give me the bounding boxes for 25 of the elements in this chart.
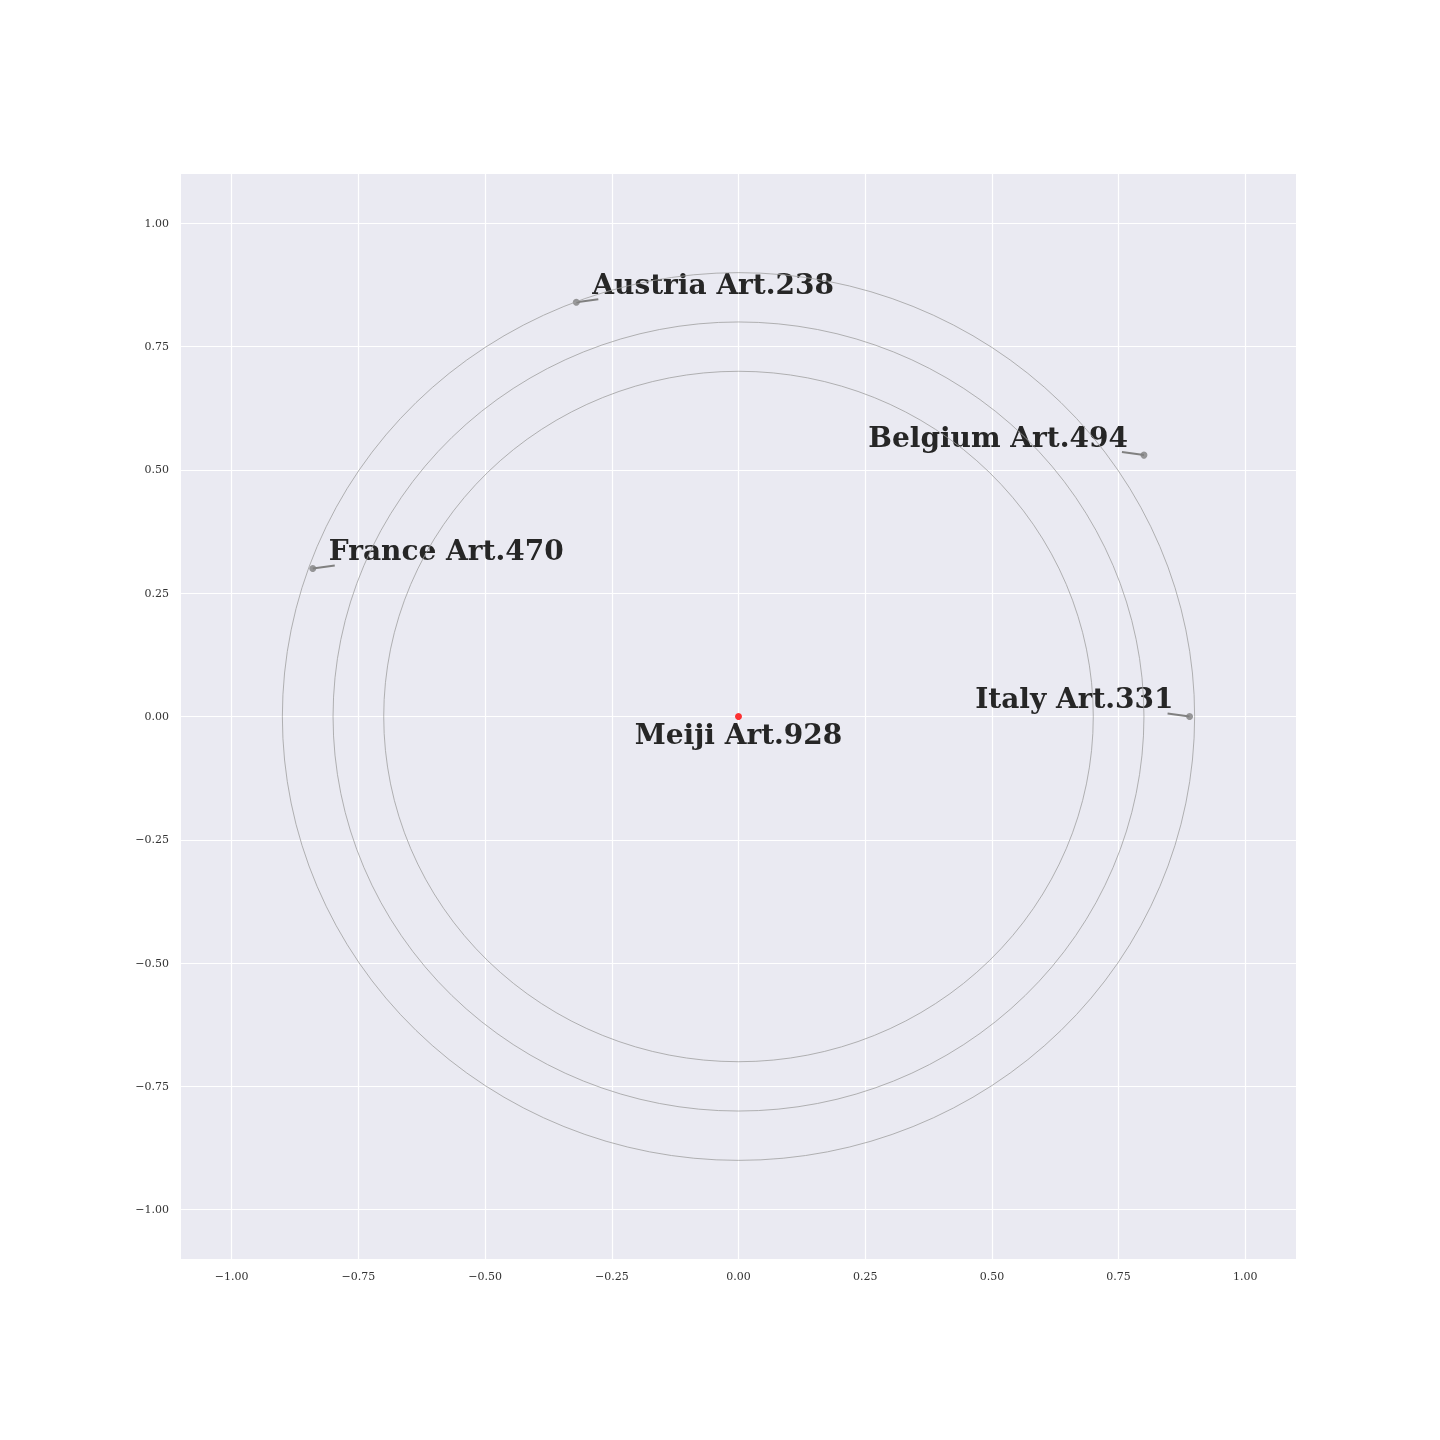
x-tick-label: −0.25 (594, 1270, 629, 1283)
x-tick-label: 0.00 (726, 1270, 751, 1283)
x-tick-label: 0.75 (1106, 1270, 1131, 1283)
y-tick-label: 0.00 (144, 710, 169, 723)
point (309, 565, 317, 573)
y-tick-label: −0.50 (135, 956, 169, 970)
y-tick-label: −1.00 (135, 1203, 169, 1217)
y-tick-label: 0.50 (144, 463, 169, 477)
y-tick-label: −0.25 (135, 833, 169, 847)
y-tick-label: −0.75 (135, 1079, 169, 1093)
annotation: France Art.470 (328, 534, 564, 568)
x-tick-label: 1.00 (1233, 1270, 1258, 1283)
annotation: Belgium Art.494 (868, 420, 1128, 454)
x-tick-label: −0.50 (468, 1270, 502, 1283)
annotation: Italy Art.331 (975, 682, 1174, 715)
y-tick-label: 0.75 (144, 340, 169, 354)
point (1186, 713, 1194, 720)
annotation: Austria Art.238 (591, 267, 834, 301)
annotation: Meiji Art.928 (634, 718, 843, 751)
x-tick-label: −1.00 (214, 1270, 249, 1283)
x-tick-label: −0.75 (341, 1270, 376, 1283)
y-tick-label: 1.00 (144, 216, 169, 230)
x-tick-label: 0.25 (852, 1270, 878, 1283)
y-tick-label: 0.25 (144, 586, 169, 600)
x-tick-label: 0.50 (979, 1270, 1005, 1283)
